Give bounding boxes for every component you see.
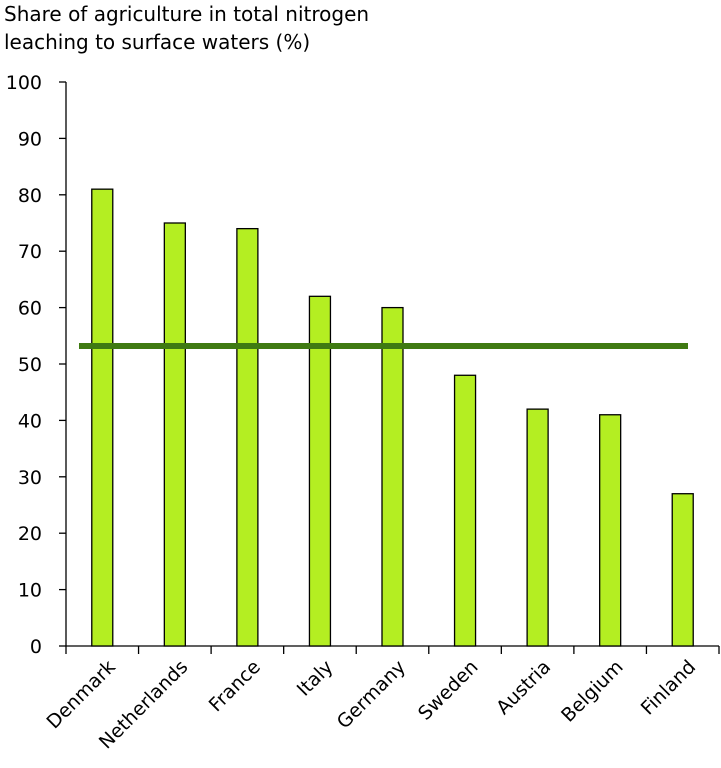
bar-austria xyxy=(526,408,549,647)
y-axis: 0 10 20 30 40 50 60 70 80 90 100 xyxy=(6,72,67,658)
y-tick-label: 80 xyxy=(18,185,42,207)
x-tick-label-austria: Austria xyxy=(492,656,555,719)
y-tick-label: 90 xyxy=(18,128,42,150)
bar-belgium xyxy=(599,414,622,647)
y-tick-label: 50 xyxy=(18,354,42,376)
bars xyxy=(91,188,694,647)
bar-denmark xyxy=(91,188,114,647)
bar-italy xyxy=(308,295,332,647)
title-line-1: Share of agriculture in total nitrogen xyxy=(4,2,369,26)
y-tick-label: 100 xyxy=(6,72,42,94)
x-tick-label-france: France xyxy=(205,656,265,716)
x-tick-label-denmark: Denmark xyxy=(43,656,120,733)
x-tick-label-germany: Germany xyxy=(333,656,410,733)
bar-germany xyxy=(381,306,404,647)
chart-title: Share of agriculture in total nitrogen l… xyxy=(4,2,369,54)
y-tick-label: 10 xyxy=(18,580,42,602)
title-line-2: leaching to surface waters (%) xyxy=(4,30,310,54)
y-tick-label: 0 xyxy=(30,636,42,658)
x-tick-label-belgium: Belgium xyxy=(557,656,628,727)
y-tick-label: 30 xyxy=(18,467,42,489)
x-tick-label-sweden: Sweden xyxy=(414,656,483,725)
bar-france xyxy=(236,227,259,647)
bar-finland xyxy=(671,493,694,647)
bar-sweden xyxy=(453,374,477,647)
x-tick-label-finland: Finland xyxy=(637,656,701,720)
y-tick-label: 70 xyxy=(18,241,42,263)
y-tick-label: 60 xyxy=(18,298,42,320)
y-tick-label: 20 xyxy=(18,523,42,545)
y-tick-label: 40 xyxy=(18,410,42,432)
bar-netherlands xyxy=(163,222,186,647)
x-tick-label-italy: Italy xyxy=(293,656,338,701)
